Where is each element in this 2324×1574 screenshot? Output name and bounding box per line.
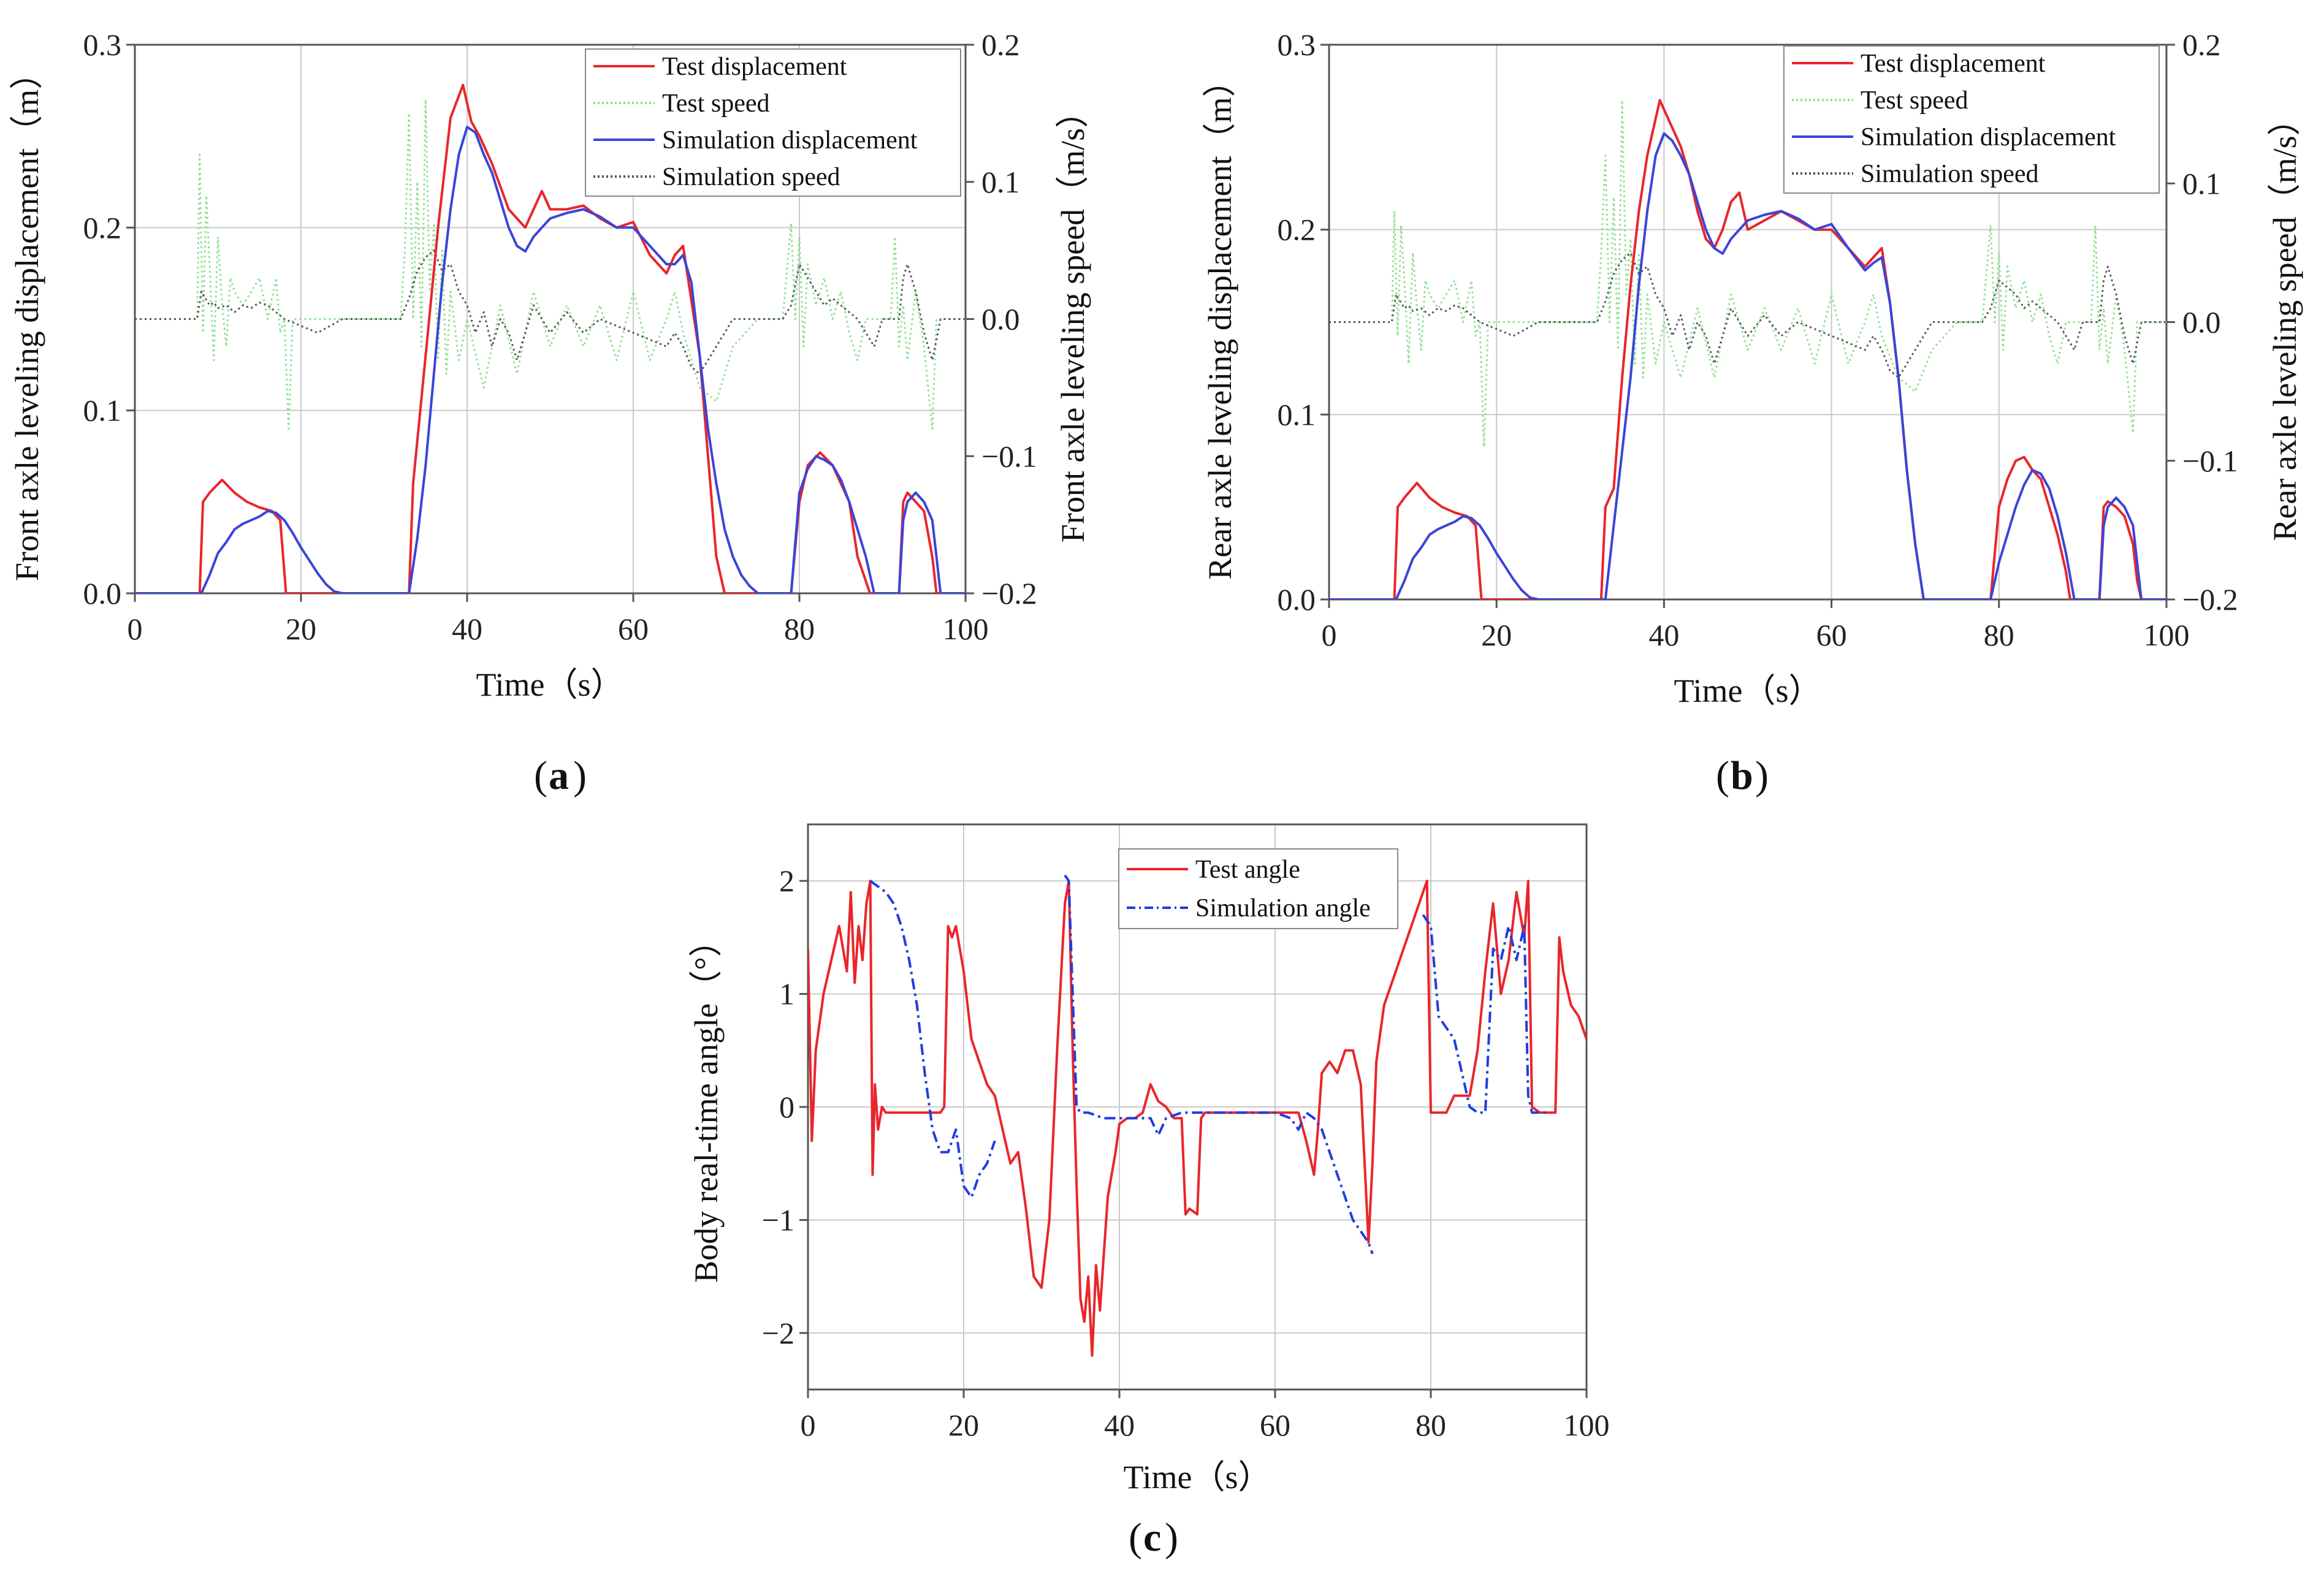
panel-a-y-tick-label-0: 0.0 [83, 576, 122, 610]
panel-c-legend-label-simulation-angle: Simulation angle [1195, 894, 1371, 922]
panel-a-y2-tick-label-4: 0.2 [981, 28, 1020, 62]
panel-b-x-tick-label-3: 60 [1816, 618, 1847, 652]
panel-c-caption-letter: c [1143, 1515, 1161, 1560]
panel-a-x-tick-label-4: 80 [784, 612, 815, 646]
panel-c-series-test-angle [808, 880, 1587, 1357]
panel-b-caption-close-paren: ) [1755, 753, 1769, 798]
panel-b-x-axis-label: Time（s） [1674, 672, 1821, 709]
panel-b-legend-label-simulation-displacement: Simulation displacement [1861, 123, 2116, 151]
panel-c-caption-close-paren: ) [1165, 1515, 1178, 1560]
panel-c-x-axis-label: Time（s） [1123, 1459, 1271, 1496]
panel-b-x-tick-label-5: 100 [2144, 618, 2190, 652]
panel-c-y-tick-label-2: 0 [779, 1090, 794, 1124]
panel-b-series-simulation-displacement [1329, 132, 2166, 599]
panel-a-y-axis-label: Front axle leveling displacement（m） [9, 56, 45, 581]
panel-a-y2-tick-label-1: −0.1 [981, 439, 1037, 473]
panel-b-legend: Test displacement Test speed Simulation … [1783, 45, 2160, 194]
panel-b-y2-tick-label-3: 0.1 [2182, 166, 2221, 200]
panel-b-y2-axis-label: Rear axle leveling speed（m/s） [2266, 102, 2303, 541]
panel-a-legend-label-simulation-displacement: Simulation displacement [662, 126, 918, 154]
panel-c-series-layer [808, 874, 1587, 1357]
panel-a-y2-tick-label-2: 0.0 [981, 302, 1020, 336]
panel-b-series-layer [1329, 99, 2166, 599]
panel-c-y-axis-label: Body real-time angle（°） [688, 924, 725, 1282]
panel-a-legend-label-test-speed: Test speed [662, 89, 770, 118]
panel-a-caption-letter: a [549, 753, 569, 798]
panel-b-y-tick-label-0: 0.0 [1278, 582, 1316, 617]
panel-c-y-tick-label-3: 1 [779, 977, 794, 1011]
panel-c-ticks: 0 20 40 60 80 100 −2 −1 0 1 2 [762, 864, 1610, 1442]
panel-a-y2-tick-label-3: 0.1 [981, 165, 1020, 199]
panel-c-x-tick-label-0: 0 [801, 1408, 816, 1442]
panel-a-x-tick-label-0: 0 [128, 612, 143, 646]
panel-c-legend-label-test-angle: Test angle [1195, 856, 1300, 884]
panel-c-y-tick-label-0: −2 [762, 1316, 794, 1350]
panel-c-x-tick-label-4: 80 [1415, 1408, 1446, 1442]
panel-a-series-layer [135, 83, 966, 593]
panel-b-caption-letter: b [1731, 753, 1753, 798]
panel-b-x-tick-label-2: 40 [1648, 618, 1679, 652]
panel-b-y-tick-label-3: 0.3 [1278, 28, 1316, 62]
panel-a-series-simulation-displacement [135, 126, 966, 593]
panel-a-chart: 0 20 40 60 80 100 0.0 0.1 0.2 0.3 −0.2 −0.1 0.0 0.1 0.… [9, 28, 1091, 798]
panel-c-legend-box [1118, 848, 1398, 929]
panel-b-series-simulation-speed [1329, 251, 2166, 379]
panel-a-x-tick-label-5: 100 [943, 612, 989, 646]
panel-b-y-tick-label-2: 0.2 [1278, 213, 1316, 247]
panel-a-y-tick-label-2: 0.2 [83, 210, 122, 245]
panel-a-ticks: 0 20 40 60 80 100 0.0 0.1 0.2 0.3 −0.2 −0.1 0.0 0.1 0.… [83, 28, 1037, 646]
panel-b-y2-tick-label-0: −0.2 [2182, 582, 2238, 617]
panel-a-y2-axis-label: Front axle leveling speed（m/s） [1054, 95, 1091, 542]
panel-b-x-tick-label-0: 0 [1322, 618, 1337, 652]
panel-b-y2-tick-label-1: −0.1 [2182, 444, 2238, 478]
panel-a-y2-tick-label-0: −0.2 [981, 576, 1037, 610]
panel-a-series-simulation-speed [135, 249, 966, 375]
panel-b-legend-label-simulation-speed: Simulation speed [1861, 160, 2038, 188]
panel-c-y-tick-label-1: −1 [762, 1203, 794, 1237]
panel-a-caption-open-paren: ( [534, 753, 547, 798]
panel-c-caption-open-paren: ( [1129, 1515, 1142, 1560]
panel-b-legend-box [1783, 45, 2160, 194]
panel-a-legend-box [585, 48, 961, 197]
panel-c-caption: ( c ) [1129, 1515, 1178, 1560]
panel-a-y-tick-label-1: 0.1 [83, 394, 122, 428]
panel-a-caption: ( a ) [534, 753, 587, 798]
panel-b-x-tick-label-4: 80 [1984, 618, 2014, 652]
panel-b-y2-tick-label-2: 0.0 [2182, 305, 2221, 340]
panel-a-legend-label-simulation-speed: Simulation speed [662, 163, 840, 191]
panel-a-x-tick-label-3: 60 [618, 612, 649, 646]
panel-c-x-tick-label-3: 60 [1260, 1408, 1290, 1442]
panel-b-caption-open-paren: ( [1716, 753, 1729, 798]
panel-b-chart: 0 20 40 60 80 100 0.0 0.1 0.2 0.3 −0.2 −0.1 0.0 0.1 0.… [1202, 28, 2303, 798]
panel-c-legend: Test angle Simulation angle [1118, 848, 1398, 929]
panel-a-legend: Test displacement Test speed Simulation … [585, 48, 961, 197]
panel-b-ticks: 0 20 40 60 80 100 0.0 0.1 0.2 0.3 −0.2 −0.1 0.0 0.1 0.… [1278, 28, 2238, 652]
panel-b-x-tick-label-1: 20 [1481, 618, 1512, 652]
panel-c-chart: 0 20 40 60 80 100 −2 −1 0 1 2 Time（s） Body real-ti… [688, 823, 1610, 1560]
panel-c-series-simulation-angle [869, 874, 1548, 1255]
panel-b-caption: ( b ) [1716, 753, 1769, 798]
panel-b-legend-label-test-displacement: Test displacement [1861, 50, 2046, 78]
panel-b-y-tick-label-1: 0.1 [1278, 397, 1316, 432]
panel-b-series-test-displacement [1329, 99, 2166, 599]
panel-a-x-tick-label-1: 20 [286, 612, 316, 646]
panel-b-legend-label-test-speed: Test speed [1861, 86, 1968, 115]
panel-a-x-tick-label-2: 40 [452, 612, 482, 646]
panel-a-caption-close-paren: ) [573, 753, 587, 798]
panel-c-x-tick-label-5: 100 [1564, 1408, 1610, 1442]
panel-c-y-tick-label-4: 2 [779, 864, 794, 898]
panel-c-x-tick-label-2: 40 [1104, 1408, 1135, 1442]
panel-b-y2-tick-label-4: 0.2 [2182, 28, 2221, 62]
panel-a-y-tick-label-3: 0.3 [83, 28, 122, 62]
panel-a-x-axis-label: Time（s） [476, 666, 623, 703]
panel-a-legend-label-test-displacement: Test displacement [662, 53, 847, 81]
panel-b-y-axis-label: Rear axle leveling displacement（m） [1202, 64, 1238, 579]
panel-c-x-tick-label-1: 20 [948, 1408, 979, 1442]
